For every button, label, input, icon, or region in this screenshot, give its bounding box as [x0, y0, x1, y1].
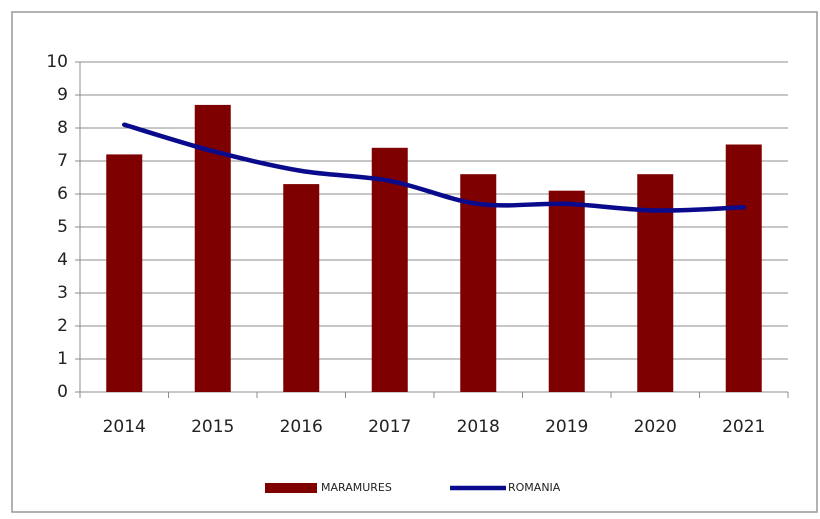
bar	[106, 154, 143, 392]
x-tick-label: 2017	[368, 417, 411, 437]
x-tick-label: 2020	[634, 417, 677, 437]
x-tick-label: 2021	[722, 417, 765, 437]
y-tick-label: 10	[46, 52, 68, 72]
line	[122, 122, 746, 213]
y-tick-label: 3	[57, 283, 68, 303]
y-tick-label: 0	[57, 382, 68, 402]
bar	[548, 190, 585, 392]
legend-swatch	[265, 483, 317, 493]
y-tick-label: 9	[57, 85, 68, 105]
y-tick-label: 6	[57, 184, 68, 204]
x-tick-label: 2015	[191, 417, 234, 437]
legend-label: MARAMURES	[321, 481, 392, 494]
y-tick-label: 7	[57, 151, 68, 171]
bar	[283, 184, 320, 392]
bar	[460, 174, 497, 392]
x-tick-label: 2016	[280, 417, 323, 437]
x-tick-label: 2019	[545, 417, 588, 437]
legend-label: ROMANIA	[508, 481, 561, 494]
bar	[637, 174, 674, 392]
y-tick-label: 5	[57, 217, 68, 237]
bar	[371, 147, 408, 392]
y-tick-label: 4	[57, 250, 68, 270]
y-tick-label: 2	[57, 316, 68, 336]
x-tick-label: 2018	[457, 417, 500, 437]
bar	[725, 144, 762, 392]
y-tick-label: 8	[57, 118, 68, 138]
y-tick-label: 1	[57, 349, 68, 369]
x-tick-label: 2014	[103, 417, 146, 437]
